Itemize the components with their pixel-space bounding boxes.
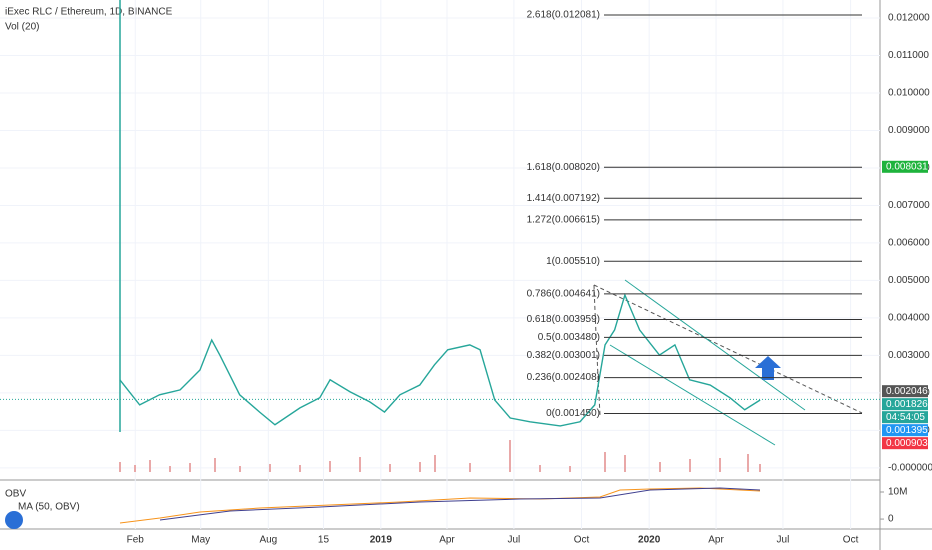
price-tag-label: 0.008031 xyxy=(886,161,928,172)
price-tag xyxy=(882,160,928,173)
price-tag xyxy=(882,398,928,411)
trend-line xyxy=(593,284,601,416)
obv-title: OBV xyxy=(5,489,26,500)
y-tick-label: 0.012000 xyxy=(888,13,930,24)
obv-tick-label: 0 xyxy=(888,514,894,525)
obv-tick-label: 10M xyxy=(888,487,907,498)
x-tick-label: Apr xyxy=(708,535,724,546)
price-tag xyxy=(882,385,928,398)
volume-label: Vol (20) xyxy=(5,22,39,33)
x-tick-label: 2020 xyxy=(638,535,661,546)
volume-bars xyxy=(119,440,761,472)
price-tag-label: 0.001826 xyxy=(886,399,928,410)
fib-label: 0.618(0.003959) xyxy=(527,314,600,325)
price-tag xyxy=(882,437,928,450)
price-tag-label: 0.000903 xyxy=(886,438,928,449)
fib-label: 1(0.005510) xyxy=(546,256,600,267)
y-tick-label: -0.000000 xyxy=(888,463,932,474)
chart-title: iExec RLC / Ethereum, 1D, BINANCE xyxy=(5,7,173,18)
x-tick-label: May xyxy=(191,535,210,546)
up-arrow xyxy=(755,356,781,380)
obv-line xyxy=(119,487,761,524)
y-tick-label: 0.011000 xyxy=(888,50,929,61)
x-tick-label: Apr xyxy=(439,535,455,546)
fib-label: 2.618(0.012081) xyxy=(527,10,600,21)
fib-label: 1.618(0.008020) xyxy=(527,162,600,173)
obv-ma-line xyxy=(159,487,761,521)
x-tick-label: Jul xyxy=(777,535,790,546)
y-tick-label: 0.004000 xyxy=(888,313,930,324)
y-tick-label: 0.010000 xyxy=(888,88,930,99)
price-tag xyxy=(882,411,928,424)
channel-line xyxy=(609,279,806,446)
x-tick-label: 2019 xyxy=(370,535,393,546)
y-tick-label: 0.005000 xyxy=(888,275,930,286)
fib-label: 1.414(0.007192) xyxy=(527,193,600,204)
x-tick-label: Feb xyxy=(127,535,145,546)
price-line xyxy=(119,292,761,427)
x-tick-label: 15 xyxy=(318,535,330,546)
obv-ma-label: MA (50, OBV) xyxy=(18,502,80,513)
fib-label: 0.382(0.003001) xyxy=(527,350,600,361)
fib-label: 0.5(0.003480) xyxy=(538,332,600,343)
x-tick-label: Jul xyxy=(507,535,520,546)
price-tag xyxy=(882,424,928,437)
price-tag-label: 04:54:05 xyxy=(886,412,925,423)
x-tick-label: Oct xyxy=(574,535,590,546)
price-tag-label: 0.002046 xyxy=(886,386,928,397)
fib-label: 0.236(0.002408) xyxy=(527,372,600,383)
fib-label: 1.272(0.006615) xyxy=(527,215,600,226)
trend-line xyxy=(593,284,863,414)
x-tick-label: Oct xyxy=(843,535,859,546)
y-tick-label: 0.006000 xyxy=(888,238,930,249)
fib-label: 0.786(0.004641) xyxy=(527,289,600,300)
fib-label: 0(0.001450) xyxy=(546,408,600,419)
logo xyxy=(5,511,23,529)
y-tick-label: 0.007000 xyxy=(888,200,930,211)
y-tick-label: 0.009000 xyxy=(888,125,930,136)
price-tag-label: 0.001395 xyxy=(886,425,928,436)
x-tick-label: Aug xyxy=(259,535,277,546)
y-tick-label: 0.003000 xyxy=(888,350,930,361)
